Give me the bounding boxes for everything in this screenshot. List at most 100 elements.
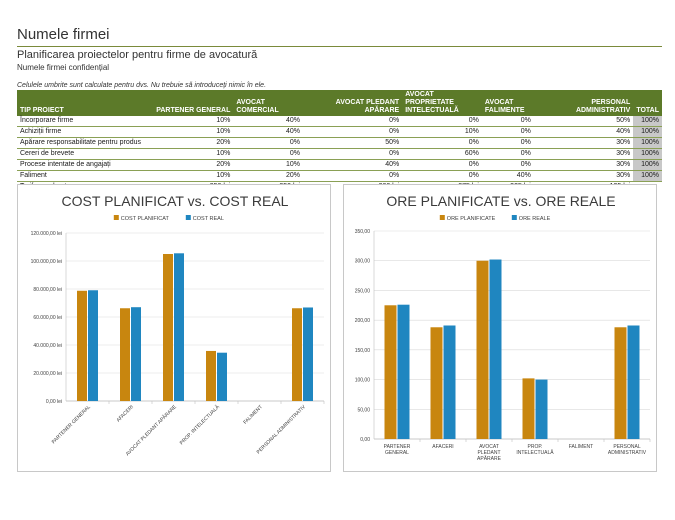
column-header[interactable]: TIP PROIECT: [17, 90, 150, 116]
column-header[interactable]: PARTENER GENERAL: [149, 90, 234, 116]
bar-planned[interactable]: [206, 350, 216, 401]
table-cell[interactable]: 60%: [402, 148, 482, 160]
table-cell[interactable]: 30%: [533, 148, 634, 160]
table-cell[interactable]: 0%: [303, 148, 403, 160]
table-cell[interactable]: 10%: [233, 159, 304, 171]
x-tick-label: AVOCAT PLEDANT APĂRARE: [124, 403, 178, 457]
y-tick-label: 40.000,00 lei: [33, 343, 62, 349]
table-cell[interactable]: 0%: [303, 126, 403, 138]
table-cell[interactable]: 10%: [149, 126, 234, 138]
hours-chart-panel[interactable]: ORE PLANIFICATE vs. ORE REALE ORE PLANIFI…: [343, 184, 657, 472]
bar-planned[interactable]: [163, 254, 173, 401]
table-cell[interactable]: 20%: [149, 137, 234, 149]
table-cell[interactable]: 10%: [149, 170, 234, 182]
y-tick-label: 80.000,00 lei: [33, 287, 62, 293]
y-tick-label: 0,00 lei: [46, 399, 62, 405]
table-cell[interactable]: 40%: [481, 170, 534, 182]
bar-actual[interactable]: [131, 307, 141, 401]
chart-title: ORE PLANIFICATE vs. ORE REALE: [386, 193, 615, 209]
cost-chart-panel[interactable]: COST PLANIFICAT vs. COST REAL COST PLANIF…: [17, 184, 331, 472]
bar-planned[interactable]: [120, 308, 130, 401]
page-subtitle: Planificarea proiectelor pentru firme de…: [17, 49, 258, 61]
x-tick-label-line: APĂRARE: [477, 455, 502, 462]
bar-actual[interactable]: [88, 290, 98, 401]
y-tick-label: 0,00: [360, 437, 370, 443]
legend-swatch: [113, 215, 119, 220]
table-cell[interactable]: 20%: [233, 170, 304, 182]
total-cell[interactable]: 100%: [633, 159, 662, 171]
table-cell[interactable]: 0%: [402, 159, 482, 171]
y-tick-label: 250,00: [355, 288, 371, 294]
table-cell[interactable]: 0%: [402, 137, 482, 149]
table-cell[interactable]: 10%: [402, 126, 482, 138]
bar-planned[interactable]: [384, 305, 397, 439]
table-cell[interactable]: 0%: [402, 170, 482, 182]
company-name: Numele firmei: [17, 26, 110, 43]
total-cell[interactable]: 100%: [633, 148, 662, 160]
y-tick-label: 100,00: [355, 378, 371, 384]
x-tick-label-line: PERSONAL: [613, 444, 640, 450]
total-cell[interactable]: 100%: [633, 126, 662, 138]
table-cell[interactable]: 40%: [233, 126, 304, 138]
bar-actual[interactable]: [174, 253, 184, 401]
bar-actual[interactable]: [627, 325, 640, 439]
total-cell[interactable]: 100%: [633, 170, 662, 182]
column-header[interactable]: TOTAL: [633, 90, 662, 116]
table-cell[interactable]: 40%: [533, 126, 634, 138]
x-tick-label-line: INTELECTUALĂ: [516, 449, 554, 456]
project-allocation-table: TIP PROIECT PARTENER GENERAL AVOCAT COME…: [17, 90, 662, 192]
table-cell[interactable]: 0%: [233, 137, 304, 149]
table-cell[interactable]: 0%: [481, 137, 534, 149]
row-label: Apărare responsabilitate pentru produs: [17, 137, 150, 149]
column-header[interactable]: AVOCAT COMERCIAL: [233, 90, 304, 116]
table-cell[interactable]: 0%: [303, 116, 403, 127]
x-tick-label-line: PARTENER: [384, 444, 411, 450]
table-cell[interactable]: 50%: [303, 137, 403, 149]
bar-actual[interactable]: [217, 352, 227, 401]
column-header[interactable]: AVOCAT PROPRIETATE INTELECTUALĂ: [402, 90, 482, 116]
column-header[interactable]: AVOCAT FALIMENTE: [481, 90, 534, 116]
bar-planned[interactable]: [430, 327, 443, 439]
table-cell[interactable]: 0%: [402, 116, 482, 127]
bar-actual[interactable]: [535, 379, 548, 439]
table-cell[interactable]: 50%: [533, 116, 634, 127]
table-cell[interactable]: 0%: [481, 116, 534, 127]
table-cell[interactable]: 10%: [149, 116, 234, 127]
row-label: Achiziții firme: [17, 126, 150, 138]
table-row: Încorporare firme 10% 40% 0% 0% 0% 50% 100%: [17, 116, 662, 127]
column-header[interactable]: PERSONAL ADMINISTRATIV: [533, 90, 634, 116]
bar-actual[interactable]: [489, 259, 502, 439]
y-tick-label: 20.000,00 lei: [33, 371, 62, 377]
table-cell[interactable]: 0%: [233, 148, 304, 160]
total-cell[interactable]: 100%: [633, 116, 662, 127]
bar-actual[interactable]: [443, 325, 456, 439]
table-cell[interactable]: 30%: [533, 170, 634, 182]
table-cell[interactable]: 0%: [481, 126, 534, 138]
bar-planned[interactable]: [614, 327, 627, 439]
bar-actual[interactable]: [397, 304, 410, 439]
bar-planned[interactable]: [77, 290, 87, 401]
x-tick-label: PARTENER GENERAL: [51, 404, 92, 445]
table-cell[interactable]: 10%: [149, 148, 234, 160]
column-header[interactable]: AVOCAT PLEDANT APĂRARE: [303, 90, 403, 116]
y-tick-label: 200,00: [355, 318, 371, 324]
y-tick-label: 60.000,00 lei: [33, 315, 62, 321]
x-tick-label: FALIMENT: [242, 404, 264, 426]
table-cell[interactable]: 20%: [149, 159, 234, 171]
table-header-row: TIP PROIECT PARTENER GENERAL AVOCAT COME…: [17, 90, 662, 116]
bar-planned[interactable]: [476, 260, 489, 439]
table-cell[interactable]: 0%: [303, 170, 403, 182]
total-cell[interactable]: 100%: [633, 137, 662, 149]
table-cell[interactable]: 30%: [533, 137, 634, 149]
table-cell[interactable]: 40%: [233, 116, 304, 127]
legend-label: COST REAL: [193, 216, 224, 222]
bar-actual[interactable]: [303, 307, 313, 401]
table-cell[interactable]: 40%: [303, 159, 403, 171]
bar-planned[interactable]: [292, 308, 302, 401]
bar-planned[interactable]: [522, 378, 535, 439]
x-tick-label-line: PROP.: [528, 444, 543, 450]
confidential-label: Numele firmei confidențial: [17, 63, 110, 72]
table-cell[interactable]: 0%: [481, 159, 534, 171]
table-cell[interactable]: 0%: [481, 148, 534, 160]
table-cell[interactable]: 30%: [533, 159, 634, 171]
